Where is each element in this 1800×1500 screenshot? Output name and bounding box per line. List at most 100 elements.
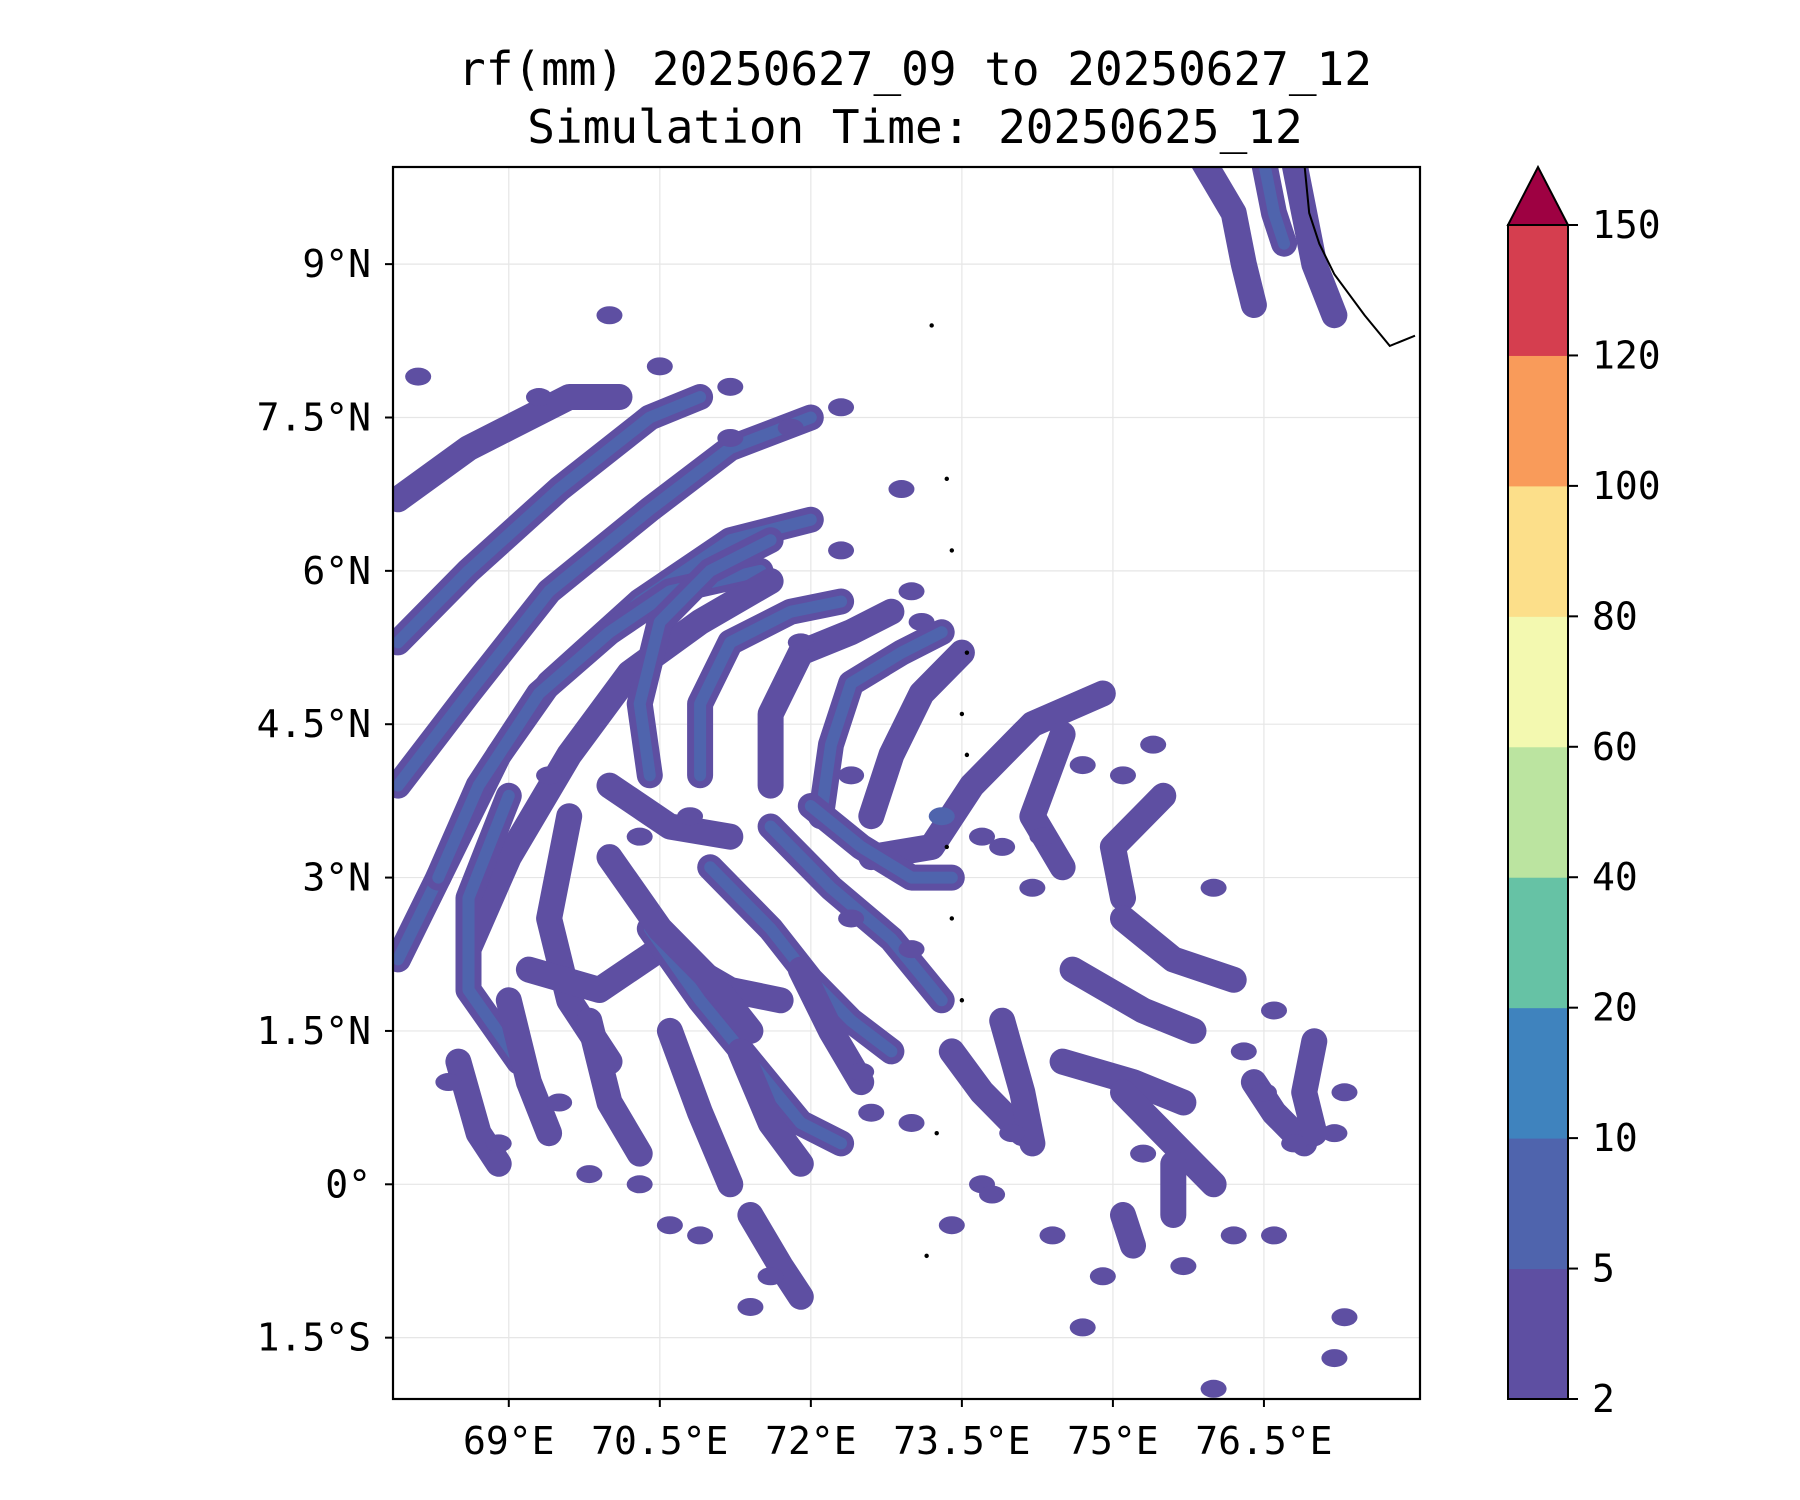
- rain-cell: [1261, 1001, 1288, 1020]
- rain-cell: [656, 1216, 683, 1235]
- rain-cell: [546, 1093, 573, 1112]
- lat-tick-label: 4.5°N: [257, 702, 371, 746]
- rain-cell: [1069, 1318, 1096, 1337]
- rain-band: [656, 1017, 744, 1198]
- rain-cell: [576, 1165, 603, 1184]
- rain-band: [1059, 956, 1207, 1044]
- rain-cell: [1200, 1379, 1227, 1398]
- rain-cell: [828, 541, 855, 560]
- rain-cell: [536, 766, 563, 785]
- rain-band: [1019, 721, 1076, 881]
- title-line-2: Simulation Time: 20250625_12: [527, 100, 1303, 154]
- rain-cell: [1130, 1144, 1157, 1163]
- rain-cell: [1140, 735, 1167, 754]
- rain-band: [596, 772, 744, 850]
- rain-cell: [928, 807, 955, 826]
- colorbar-segment: [1508, 355, 1568, 487]
- rain-band: [989, 1007, 1046, 1157]
- atoll-marker: [929, 323, 934, 328]
- atoll-marker: [934, 1130, 939, 1136]
- rain-band: [1110, 1079, 1227, 1198]
- map-frame: [391, 165, 1422, 1401]
- rain-cell: [838, 766, 865, 785]
- title-line-1: rf(mm) 20250627_09 to 20250627_12: [458, 42, 1372, 96]
- colorbar: 2 5 10 20 40 60 80 100 120 150: [1506, 164, 1661, 1421]
- colorbar-label: 20: [1592, 986, 1638, 1030]
- rain-cell: [717, 377, 744, 396]
- colorbar-label: 2: [1592, 1377, 1615, 1421]
- rain-band: [787, 956, 875, 1096]
- rain-cell: [435, 1073, 462, 1092]
- colorbar-segment: [1508, 746, 1568, 878]
- rain-cell: [1069, 756, 1096, 775]
- rain-cell: [898, 940, 925, 959]
- atoll-marker: [944, 476, 949, 482]
- rain-band-core: [694, 595, 848, 782]
- rain-cell: [838, 909, 865, 928]
- rain-cell: [858, 1103, 885, 1122]
- rain-band: [445, 1048, 512, 1177]
- rain-band-core: [462, 789, 525, 1068]
- map-border: [391, 165, 1422, 1401]
- rain-cell: [848, 1062, 875, 1081]
- longitude-ticks: 69°E 70.5°E 72°E 73.5°E 75°E 76.5°E: [463, 1399, 1333, 1463]
- rain-cell: [888, 480, 915, 499]
- rain-cell: [646, 357, 673, 376]
- lat-tick-label: 3°N: [302, 856, 371, 900]
- colorbar-segment: [1508, 877, 1568, 1009]
- rain-band: [858, 639, 975, 830]
- atoll-marker: [924, 1253, 929, 1259]
- rain-cell: [989, 837, 1016, 856]
- rain-band: [393, 384, 633, 513]
- rain-band-core: [633, 534, 777, 782]
- rain-cell: [596, 306, 623, 325]
- colorbar-label: 40: [1592, 855, 1638, 899]
- atoll-marker: [949, 916, 955, 921]
- rain-cell: [777, 418, 804, 437]
- rain-band: [1291, 1028, 1328, 1147]
- rain-cell: [828, 398, 855, 417]
- rain-cell: [898, 582, 925, 601]
- rain-cell: [908, 612, 935, 631]
- rain-cell: [1200, 878, 1227, 897]
- rain-band-core: [814, 626, 948, 823]
- rain-cell: [1029, 827, 1056, 846]
- rain-cell: [687, 1226, 714, 1245]
- atoll-marker: [959, 998, 965, 1003]
- rain-cell: [1220, 1226, 1247, 1245]
- lon-tick-label: 76.5°E: [1195, 1419, 1332, 1463]
- rain-band: [1110, 1202, 1146, 1259]
- latitude-ticks: 9°N 7.5°N 6°N 4.5°N 3°N 1.5°N 0° 1.5°S: [257, 242, 393, 1360]
- chart-title: rf(mm) 20250627_09 to 20250627_12 Simula…: [395, 40, 1435, 156]
- lat-tick-label: 1.5°S: [257, 1316, 371, 1360]
- rain-cell: [626, 827, 653, 846]
- rain-cell: [938, 1216, 965, 1235]
- lat-tick-label: 6°N: [302, 549, 371, 593]
- rain-band: [737, 1202, 814, 1310]
- rain-cell: [1089, 1267, 1116, 1286]
- rain-band-core: [393, 391, 707, 649]
- colorbar-segment: [1508, 225, 1568, 356]
- india-coastline: [1303, 167, 1416, 348]
- colorbar-segment: [1508, 616, 1568, 748]
- colorbar-label: 150: [1592, 203, 1661, 247]
- colorbar-segment: [1508, 1007, 1568, 1139]
- atoll-marker: [964, 752, 970, 758]
- rain-band: [1049, 1048, 1197, 1116]
- lat-tick-label: 9°N: [302, 242, 371, 286]
- lat-tick-label: 0°: [325, 1162, 371, 1206]
- rain-cell: [969, 827, 996, 846]
- lat-tick-label: 1.5°N: [257, 1009, 371, 1053]
- rain-band: [1191, 167, 1267, 318]
- rain-band: [1281, 167, 1348, 329]
- lon-tick-label: 75°E: [1067, 1419, 1159, 1463]
- rain-cell: [525, 388, 552, 407]
- rain-cell: [717, 428, 744, 447]
- rain-cell: [1230, 1042, 1257, 1061]
- lat-tick-label: 7.5°N: [257, 395, 371, 439]
- atoll-marker: [944, 844, 949, 850]
- rain-band: [938, 1038, 1036, 1147]
- colorbar-label: 80: [1592, 594, 1638, 638]
- lon-tick-label: 72°E: [765, 1419, 857, 1463]
